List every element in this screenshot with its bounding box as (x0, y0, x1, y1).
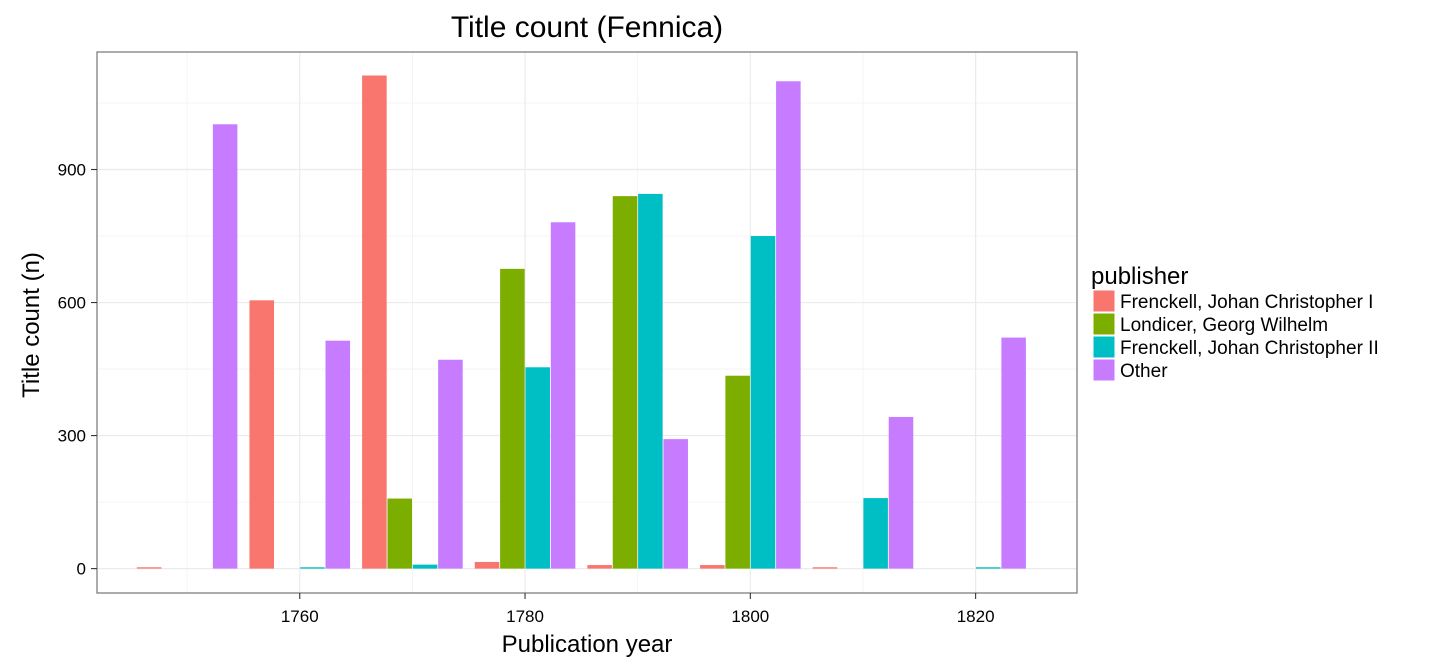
plot-panel-border (96, 51, 1078, 594)
x-tick-label: 1800 (731, 607, 769, 626)
legend-title: publisher (1091, 263, 1188, 290)
bar (663, 439, 688, 569)
x-tick-label: 1760 (281, 607, 319, 626)
bar (525, 367, 550, 569)
legend-label: Frenckell, Johan Christopher II (1120, 338, 1379, 359)
x-tick-label: 1820 (957, 607, 995, 626)
bar (587, 565, 612, 569)
bar (612, 196, 638, 569)
legend-label: Londicer, Georg Wilhelm (1120, 315, 1328, 336)
bar (976, 567, 1001, 569)
bar (700, 565, 725, 569)
y-tick-label: 600 (58, 294, 86, 313)
bars (136, 75, 1026, 569)
y-tick-label: 300 (58, 427, 86, 446)
bar (412, 564, 438, 569)
bar (325, 340, 351, 569)
bar (863, 498, 888, 569)
bar (136, 567, 162, 569)
y-tick-label: 900 (58, 161, 86, 180)
bar (812, 567, 838, 569)
bar (550, 222, 576, 569)
legend-swatch (1092, 335, 1116, 359)
legend-label: Frenckell, Johan Christopher I (1120, 292, 1373, 313)
y-tick-label: 0 (77, 560, 86, 579)
bar (750, 236, 776, 569)
bar (776, 81, 801, 569)
legend-swatch (1092, 358, 1116, 382)
bar (725, 375, 750, 569)
bar (474, 561, 500, 569)
legend-items: Frenckell, Johan Christopher ILondicer, … (1092, 289, 1379, 382)
bar (362, 75, 387, 569)
grid-lines (97, 52, 1077, 593)
legend-label: Other (1120, 361, 1168, 382)
x-tick-label: 1780 (506, 607, 544, 626)
bar (500, 268, 525, 569)
legend: publisher Frenckell, Johan Christopher I… (1091, 263, 1379, 382)
axis-ticks: 0 300 600 900 1760 1780 1800 1820 (58, 161, 995, 626)
bar (300, 567, 325, 569)
bar (249, 300, 275, 569)
bar (1001, 337, 1026, 569)
bar (438, 359, 463, 569)
x-axis-title: Publication year (502, 631, 673, 658)
bar (638, 193, 663, 569)
legend-swatch (1092, 289, 1116, 313)
y-axis-title: Title count (n) (18, 252, 45, 398)
bar (888, 416, 914, 569)
bar (387, 498, 413, 569)
bar (212, 124, 238, 569)
chart-title: Title count (Fennica) (451, 11, 723, 44)
legend-swatch (1092, 312, 1116, 336)
